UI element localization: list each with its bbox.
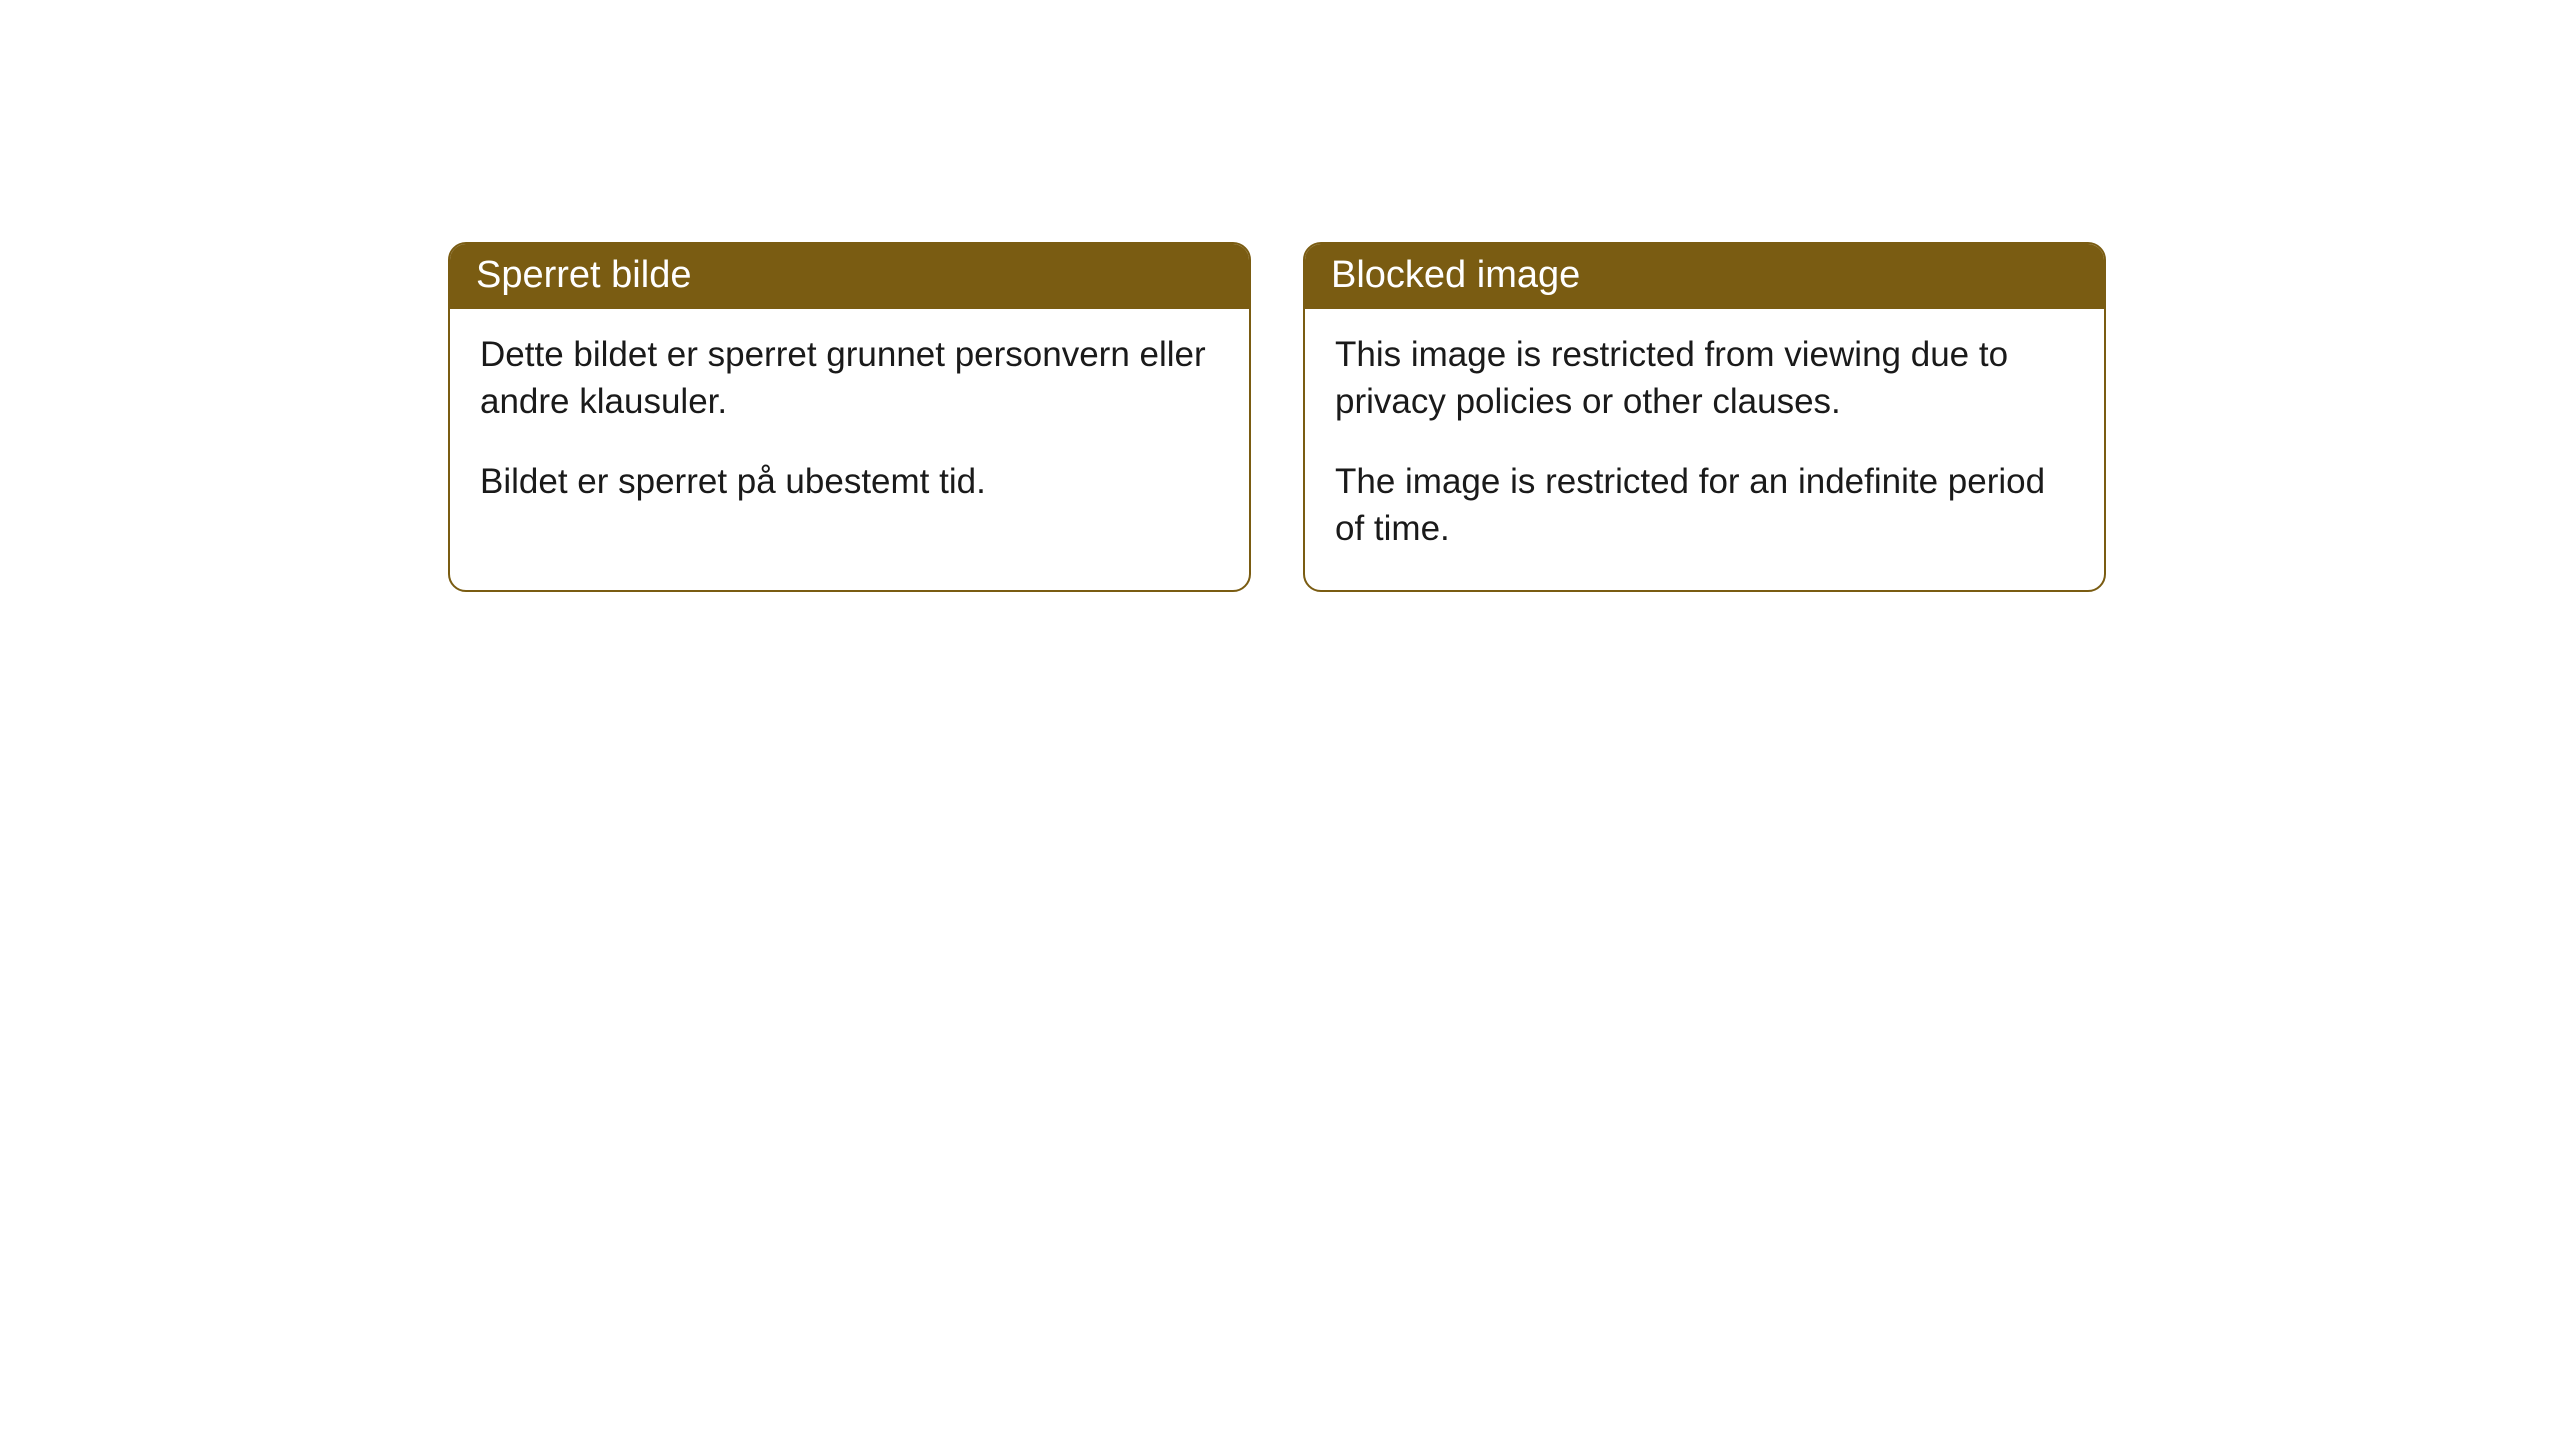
notice-card-norwegian: Sperret bilde Dette bildet er sperret gr… (448, 242, 1251, 592)
card-header: Blocked image (1305, 244, 2104, 309)
notice-card-english: Blocked image This image is restricted f… (1303, 242, 2106, 592)
card-header: Sperret bilde (450, 244, 1249, 309)
notice-paragraph: The image is restricted for an indefinit… (1335, 458, 2074, 553)
notice-paragraph: Bildet er sperret på ubestemt tid. (480, 458, 1219, 505)
notice-container: Sperret bilde Dette bildet er sperret gr… (0, 0, 2560, 592)
notice-paragraph: This image is restricted from viewing du… (1335, 331, 2074, 426)
card-body: Dette bildet er sperret grunnet personve… (450, 309, 1249, 543)
card-body: This image is restricted from viewing du… (1305, 309, 2104, 590)
notice-paragraph: Dette bildet er sperret grunnet personve… (480, 331, 1219, 426)
